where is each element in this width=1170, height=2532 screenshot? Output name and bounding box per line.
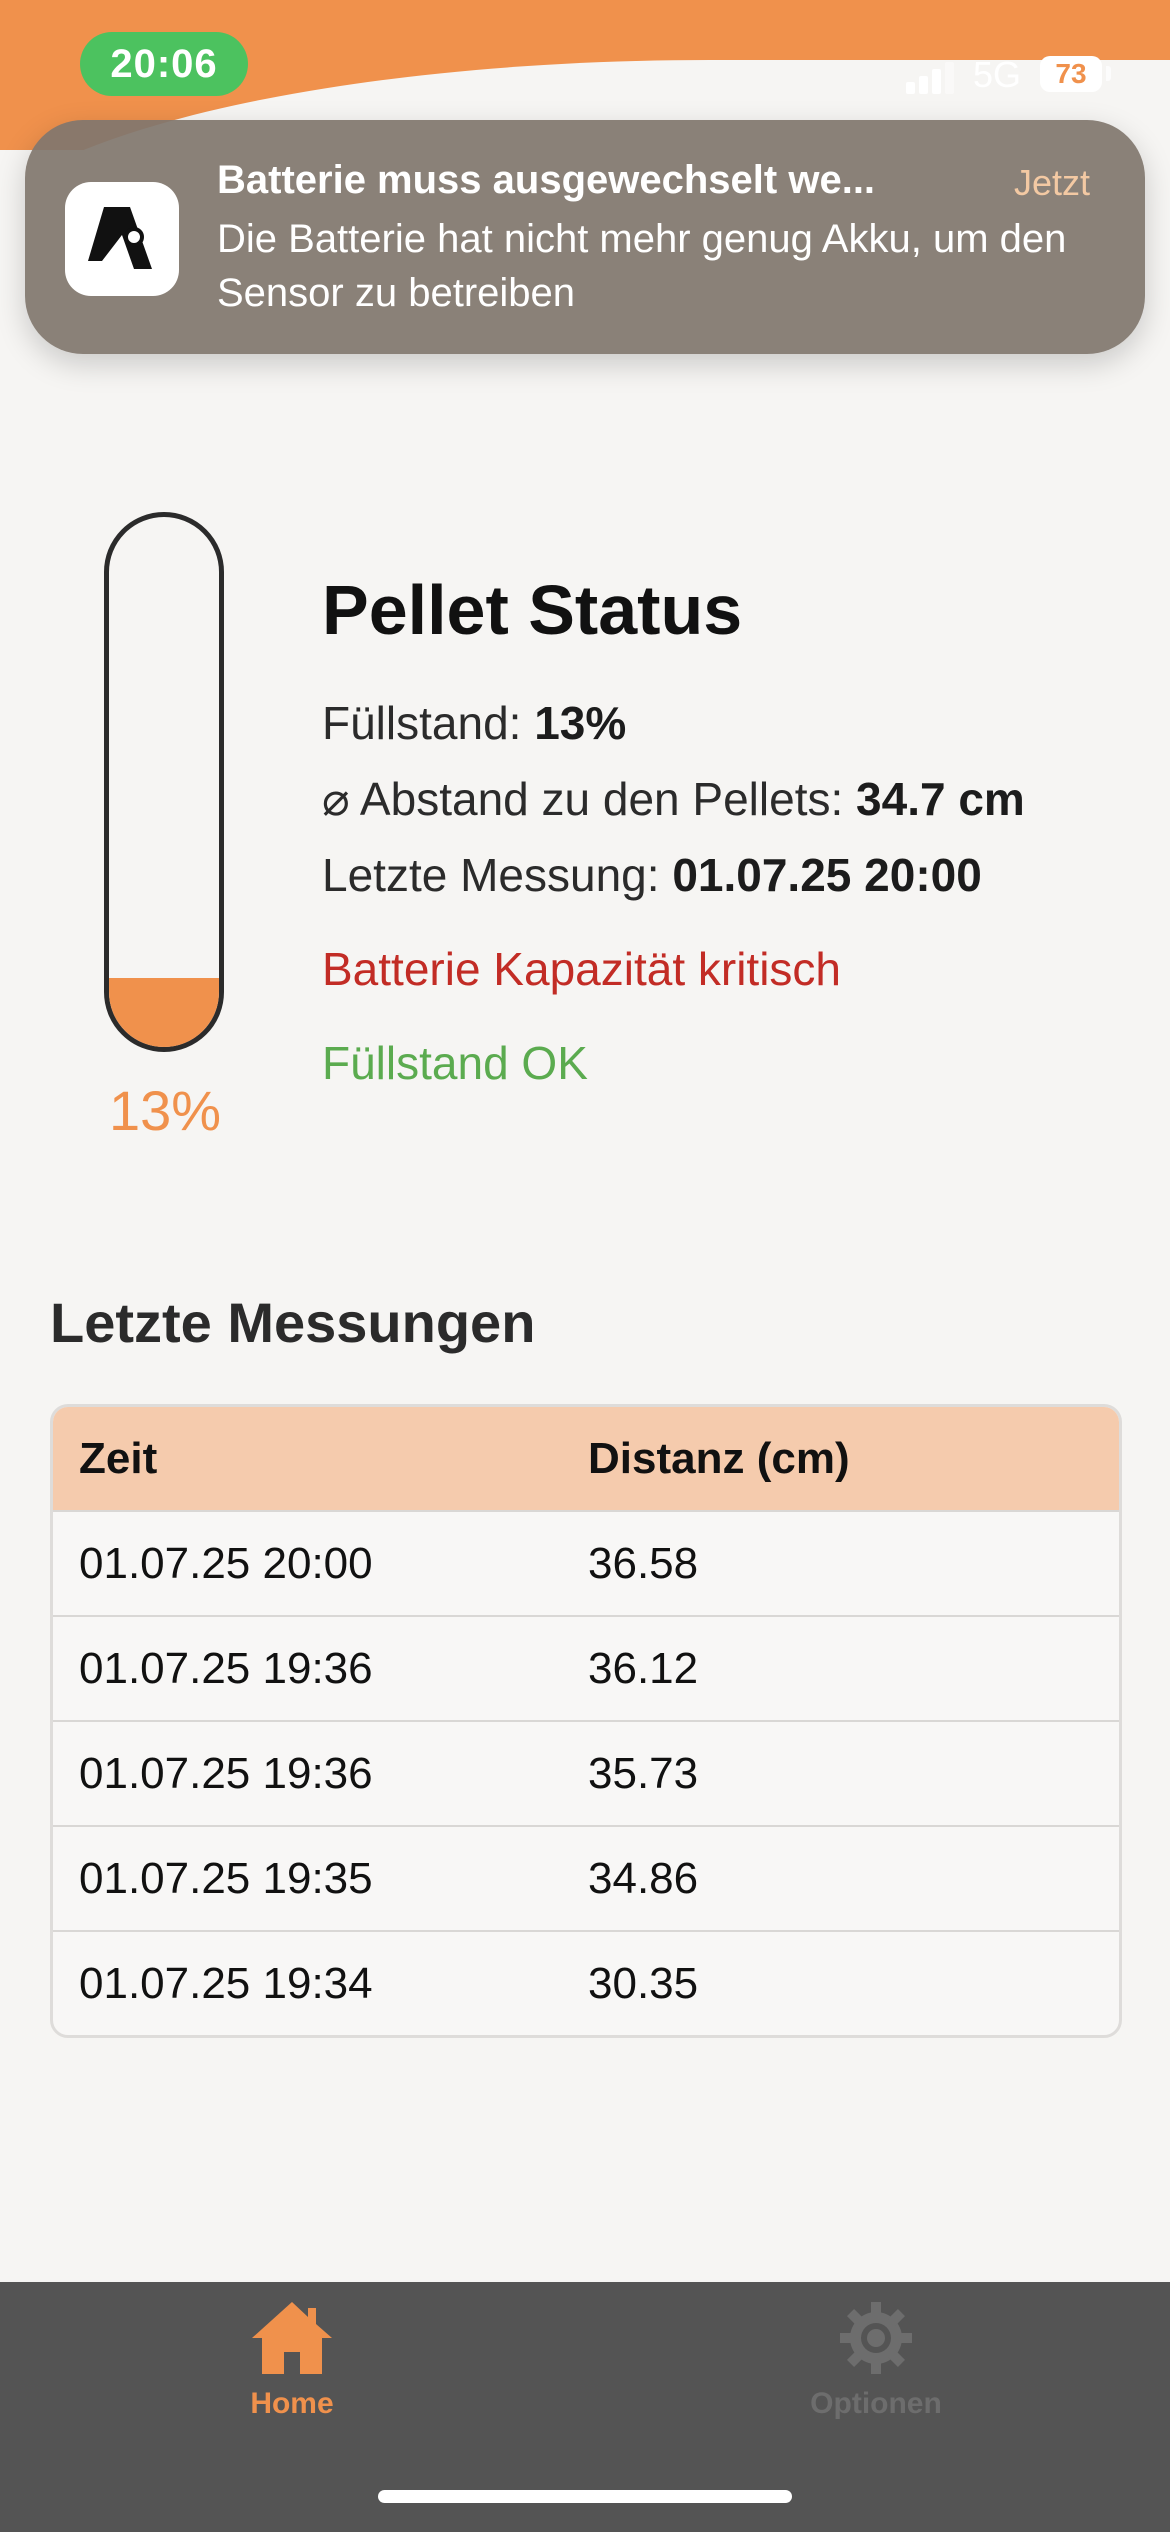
table-row: 01.07.25 19:36 35.73	[53, 1720, 1119, 1825]
battery-nub	[1106, 66, 1111, 81]
battery-icon: 73	[1040, 56, 1102, 92]
tab-home[interactable]: Home	[172, 2300, 412, 2421]
row-distance: 30.35	[588, 1958, 699, 2008]
distance-value: 34.7 cm	[856, 773, 1025, 825]
page-title: Pellet Status	[322, 571, 743, 649]
battery-warning: Batterie Kapazität kritisch	[322, 943, 842, 995]
fill-level-line: Füllstand: 13%	[322, 696, 626, 750]
fill-level-bar	[109, 978, 219, 1047]
row-time: 01.07.25 20:00	[79, 1538, 373, 1588]
status-time: 20:06	[80, 32, 248, 96]
sensor-logo-icon	[65, 182, 179, 296]
fill-level-label: Füllstand:	[322, 697, 535, 749]
row-time: 01.07.25 19:36	[79, 1748, 373, 1798]
row-time: 01.07.25 19:36	[79, 1643, 373, 1693]
home-icon	[252, 2302, 332, 2374]
column-header-time: Zeit	[79, 1433, 158, 1483]
table-row: 01.07.25 20:00 36.58	[53, 1510, 1119, 1615]
notification-banner[interactable]: Batterie muss ausgewechselt we... Jetzt …	[25, 120, 1145, 354]
fill-level-gauge	[104, 512, 224, 1052]
fill-level-value: 13%	[534, 697, 627, 749]
notification-body: Die Batterie hat nicht mehr genug Akku, …	[217, 217, 1067, 315]
row-time: 01.07.25 19:34	[79, 1958, 373, 2008]
row-distance: 36.12	[588, 1643, 699, 1693]
table-row: 01.07.25 19:34 30.35	[53, 1930, 1119, 2035]
table-row: 01.07.25 19:36 36.12	[53, 1615, 1119, 1720]
last-measurement-value: 01.07.25 20:00	[672, 849, 982, 901]
home-indicator[interactable]	[378, 2490, 792, 2503]
distance-label: ⌀ Abstand zu den Pellets:	[322, 773, 857, 825]
tab-options[interactable]: Optionen	[756, 2300, 996, 2421]
gear-icon	[840, 2302, 912, 2374]
last-measurement-line: Letzte Messung: 01.07.25 20:00	[322, 848, 982, 902]
column-header-distance: Distanz (cm)	[588, 1433, 850, 1483]
measurements-table: Zeit Distanz (cm) 01.07.25 20:00 36.58 0…	[50, 1404, 1122, 2038]
fill-level-ok: Füllstand OK	[322, 1037, 588, 1089]
row-distance: 36.58	[588, 1538, 699, 1588]
fill-level-percent: 13%	[108, 1079, 222, 1142]
status-bar: 20:06 5G 73	[0, 0, 1170, 120]
notification-time: Jetzt	[1013, 162, 1090, 203]
last-measurement-label: Letzte Messung:	[322, 849, 673, 901]
signal-icon	[906, 54, 956, 94]
row-distance: 34.86	[588, 1853, 699, 1903]
tab-options-label: Optionen	[810, 2387, 942, 2420]
tab-home-label: Home	[250, 2387, 334, 2420]
measurements-title: Letzte Messungen	[50, 1291, 536, 1354]
distance-line: ⌀ Abstand zu den Pellets: 34.7 cm	[322, 772, 1025, 826]
table-row: 01.07.25 19:35 34.86	[53, 1825, 1119, 1930]
row-time: 01.07.25 19:35	[79, 1853, 373, 1903]
row-distance: 35.73	[588, 1748, 699, 1798]
notification-title: Batterie muss ausgewechselt we...	[217, 158, 876, 202]
network-label: 5G	[973, 54, 1022, 95]
table-header: Zeit Distanz (cm)	[53, 1407, 1119, 1510]
